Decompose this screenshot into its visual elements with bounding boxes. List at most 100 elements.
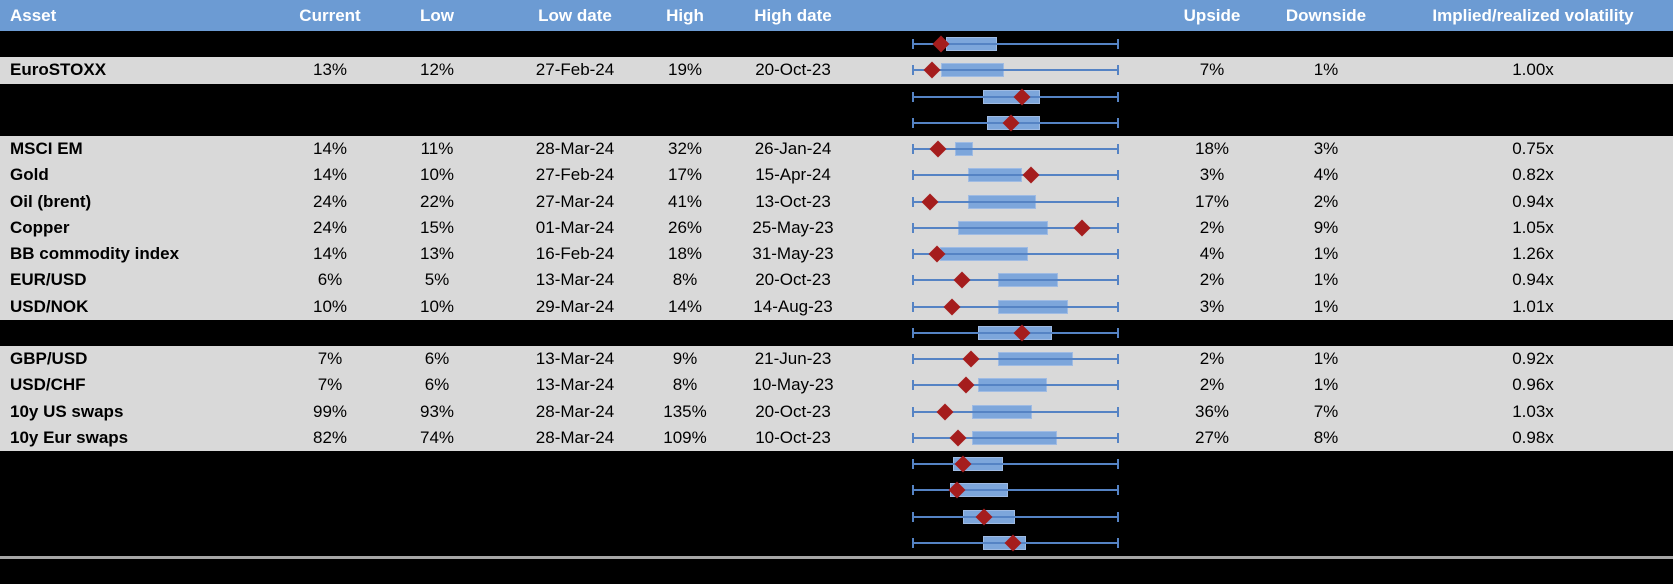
- table-row: BB commodity index 14% 13% 16-Feb-24 18% 31-M…: [0, 241, 1673, 268]
- table-row: USD/NOK 10% 10% 29-Mar-24 14% 14-Aug-23 3% 1% 1.…: [0, 293, 1673, 320]
- low-value: 10%: [419, 296, 455, 316]
- ivol-value: 0.94x: [1512, 191, 1554, 211]
- downside-value: 1%: [1313, 349, 1339, 369]
- low-value: 93%: [419, 401, 455, 421]
- high-value: 135%: [663, 401, 707, 421]
- ivol-value: 0.75x: [1512, 139, 1554, 159]
- downside-value: 8%: [1313, 427, 1339, 447]
- hidden-table-row: [0, 529, 1673, 556]
- high-value: 19%: [667, 60, 703, 80]
- whisker-cap-right: [1117, 196, 1119, 207]
- downside-value: 7%: [1313, 401, 1339, 421]
- current-marker-diamond: [957, 376, 975, 394]
- whisker-cap-left: [912, 432, 914, 443]
- low-date-value: 29-Mar-24: [535, 296, 615, 316]
- whisker-cap-right: [1117, 275, 1119, 286]
- low-date-value: 28-Mar-24: [535, 139, 615, 159]
- hidden-table-row: [0, 83, 1673, 110]
- asset-name: Gold: [10, 165, 49, 185]
- ivol-value: 1.01x: [1512, 296, 1554, 316]
- whisker-cap-right: [1117, 91, 1119, 102]
- low-date-value: 27-Feb-24: [535, 60, 615, 80]
- asset-name: USD/NOK: [10, 296, 89, 316]
- whisker-cap-right: [1117, 485, 1119, 496]
- upside-value: 27%: [1194, 427, 1230, 447]
- whisker-cap-right: [1117, 380, 1119, 391]
- whisker-cap-right: [1117, 249, 1119, 260]
- current-value: 82%: [312, 427, 348, 447]
- high-value: 8%: [672, 375, 698, 395]
- high-date-value: 20-Oct-23: [755, 60, 831, 80]
- hidden-table-row: [0, 503, 1673, 530]
- asset-name: USD/CHF: [10, 375, 86, 395]
- upside-value: 2%: [1199, 375, 1225, 395]
- whisker-line: [913, 410, 1118, 413]
- asset-name: 10y US swaps: [10, 401, 124, 421]
- hidden-table-row: [0, 31, 1673, 58]
- low-value: 22%: [419, 191, 455, 211]
- current-value: 14%: [312, 139, 348, 159]
- whisker-line: [913, 436, 1118, 439]
- high-value: 109%: [663, 427, 707, 447]
- high-date-value: 14-Aug-23: [753, 296, 833, 316]
- ivol-value: 0.92x: [1512, 349, 1554, 369]
- whisker-cap-right: [1117, 39, 1119, 50]
- low-value: 12%: [419, 60, 455, 80]
- high-date-value: 25-May-23: [752, 217, 834, 237]
- bottom-divider-line: [0, 556, 1673, 559]
- whisker-line: [913, 489, 1118, 492]
- table-row: EUR/USD 6% 5% 13-Mar-24 8% 20-Oct-23 2% 1% 0.94x: [0, 267, 1673, 294]
- current-value: 24%: [312, 217, 348, 237]
- whisker-cap-right: [1117, 537, 1119, 548]
- high-value: 9%: [672, 349, 698, 369]
- upside-value: 7%: [1199, 60, 1225, 80]
- low-value: 5%: [424, 270, 450, 290]
- downside-value: 1%: [1313, 296, 1339, 316]
- column-header-low_date: Low date: [538, 5, 612, 25]
- high-date-value: 31-May-23: [752, 244, 834, 264]
- current-marker-diamond: [929, 140, 947, 158]
- low-date-value: 28-Mar-24: [535, 427, 615, 447]
- table-row: USD/CHF 7% 6% 13-Mar-24 8% 10-May-23 2% 1% 0.96x: [0, 372, 1673, 399]
- whisker-cap-left: [912, 39, 914, 50]
- current-value: 6%: [317, 270, 343, 290]
- high-value: 18%: [667, 244, 703, 264]
- current-value: 7%: [317, 375, 343, 395]
- downside-value: 1%: [1313, 270, 1339, 290]
- high-value: 32%: [667, 139, 703, 159]
- whisker-cap-left: [912, 144, 914, 155]
- asset-name: BB commodity index: [10, 244, 180, 264]
- whisker-line: [913, 69, 1118, 72]
- low-value: 15%: [419, 217, 455, 237]
- upside-value: 17%: [1194, 191, 1230, 211]
- hidden-table-row: [0, 477, 1673, 504]
- column-header-downside: Downside: [1285, 5, 1367, 25]
- current-marker-diamond: [1022, 166, 1040, 184]
- whisker-cap-left: [912, 354, 914, 365]
- downside-value: 1%: [1313, 244, 1339, 264]
- downside-value: 1%: [1313, 60, 1339, 80]
- column-header-low: Low: [420, 5, 454, 25]
- upside-value: 36%: [1194, 401, 1230, 421]
- column-header-high: High: [666, 5, 704, 25]
- low-date-value: 13-Mar-24: [535, 375, 615, 395]
- current-marker-diamond: [962, 350, 980, 368]
- whisker-cap-left: [912, 65, 914, 76]
- whisker-cap-left: [912, 91, 914, 102]
- high-value: 8%: [672, 270, 698, 290]
- low-date-value: 28-Mar-24: [535, 401, 615, 421]
- whisker-cap-left: [912, 275, 914, 286]
- whisker-line: [913, 279, 1118, 282]
- whisker-cap-right: [1117, 432, 1119, 443]
- high-value: 14%: [667, 296, 703, 316]
- current-value: 14%: [312, 244, 348, 264]
- column-header-asset: Asset: [10, 5, 57, 25]
- low-value: 10%: [419, 165, 455, 185]
- asset-name: EuroSTOXX: [10, 60, 107, 80]
- current-marker-diamond: [936, 403, 954, 421]
- low-date-value: 27-Feb-24: [535, 165, 615, 185]
- whisker-cap-left: [912, 537, 914, 548]
- ivol-value: 1.03x: [1512, 401, 1554, 421]
- current-value: 13%: [312, 60, 348, 80]
- upside-value: 2%: [1199, 349, 1225, 369]
